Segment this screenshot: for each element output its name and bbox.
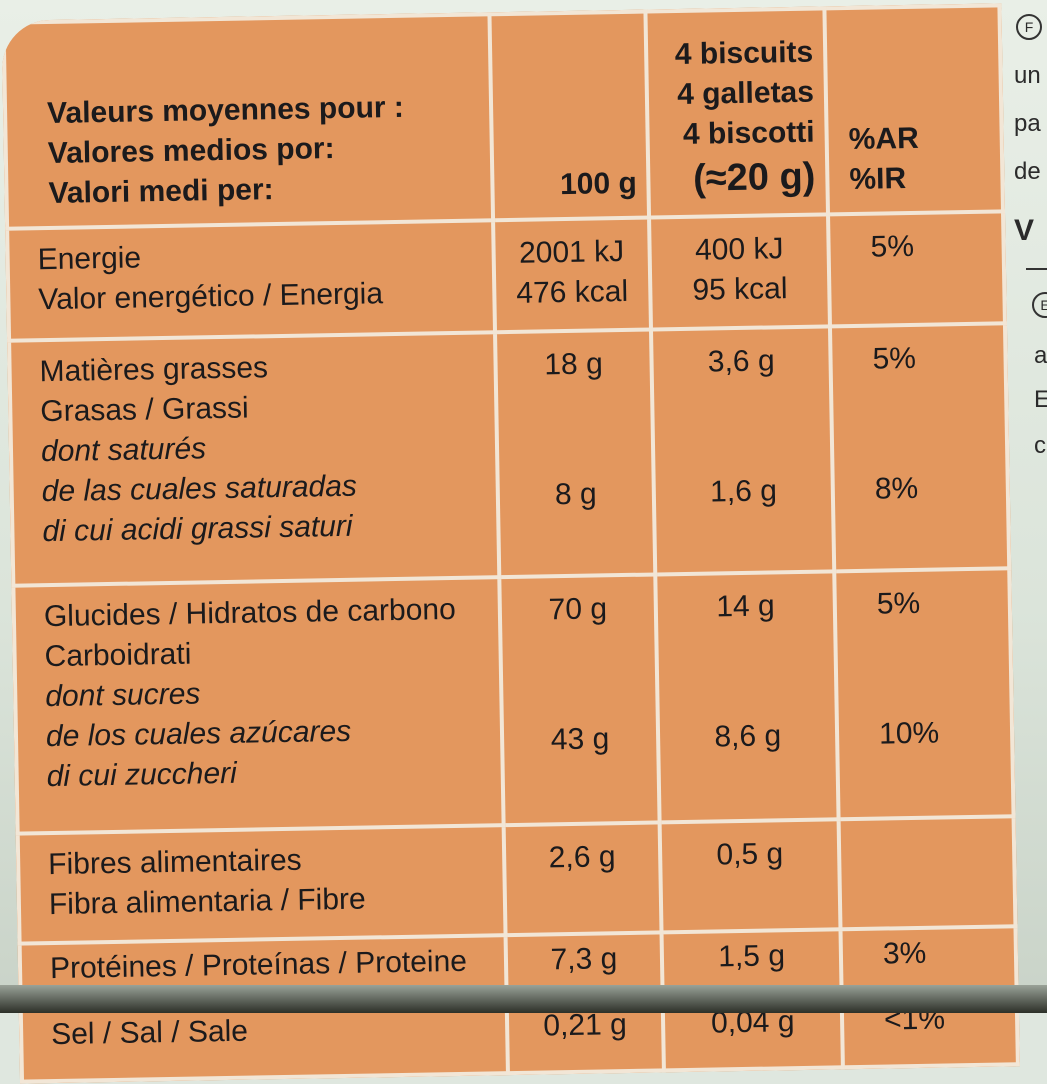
spacer xyxy=(654,380,830,473)
carb-per100-value: 70 g xyxy=(548,592,608,627)
nutrition-table-wrap: Valeurs moyennes pour : Valores medios p… xyxy=(1,3,1020,1084)
saturates-label-line: di cui acidi grassi saturi xyxy=(42,509,353,549)
side-divider xyxy=(1026,268,1047,270)
sugars-portion-value: 8,6 g xyxy=(714,719,782,754)
fibre-per100-value: 2,6 g xyxy=(548,840,616,875)
side-text-line: a xyxy=(1034,342,1047,369)
carb-ar: 5% 10% xyxy=(834,568,1014,820)
sugars-label-line: di cui zuccheri xyxy=(46,756,238,794)
table-row: Fibres alimentaires Fibra alimentaria / … xyxy=(17,816,1016,944)
side-text-line: un xyxy=(1014,62,1041,89)
spacer xyxy=(873,377,1006,469)
lang-e-icon: E xyxy=(1032,292,1047,318)
table-row: Glucides / Hidratos de carbono Carboidra… xyxy=(13,568,1014,834)
fat-portion-value: 3,6 g xyxy=(707,344,775,379)
fibre-portion: 0,5 g xyxy=(659,819,841,933)
table-row: Matières grasses Grasas / Grassi dont sa… xyxy=(9,323,1010,586)
lang-f-icon: F xyxy=(1016,14,1042,40)
carb-label-line: Glucides / Hidratos de carbono xyxy=(43,592,457,634)
carb-ar-value: 5% xyxy=(876,586,921,621)
energy-ar: 5% xyxy=(828,211,1005,327)
fat-label: Matières grasses Grasas / Grassi dont sa… xyxy=(9,332,499,586)
fibre-ar xyxy=(838,816,1016,930)
fibre-portion-value: 0,5 g xyxy=(716,837,784,872)
carb-per100: 70 g 43 g xyxy=(498,574,660,826)
side-text-line: de xyxy=(1014,158,1041,185)
table-header-row: Valeurs moyennes pour : Valores medios p… xyxy=(3,5,1003,229)
nutrition-table: Valeurs moyennes pour : Valores medios p… xyxy=(1,3,1020,1084)
spacer xyxy=(502,628,656,721)
carb-label: Glucides / Hidratos de carbono Carboidra… xyxy=(13,577,504,834)
saturates-per100-value: 8 g xyxy=(554,477,597,512)
fibre-label-line: Fibra alimentaria / Fibre xyxy=(48,882,366,922)
energy-per100-kcal: 476 kcal xyxy=(516,274,629,310)
header-portion-cell: 4 biscuits 4 galletas 4 biscotti (≈20 g) xyxy=(645,8,829,218)
header-ar-cell: %AR %IR xyxy=(824,5,1003,215)
side-text-line: E xyxy=(1034,386,1047,413)
fat-ar: 5% 8% xyxy=(829,323,1010,572)
fat-per100: 18 g 8 g xyxy=(494,329,656,578)
header-label-cell: Valeurs moyennes pour : Valores medios p… xyxy=(3,14,493,229)
side-text-column: F un pa de V E a E c xyxy=(1012,0,1047,985)
energy-per100: 2001 kJ 476 kcal xyxy=(492,217,652,333)
sugars-ar-value: 10% xyxy=(878,716,940,751)
side-text-line: V xyxy=(1014,214,1035,247)
spacer xyxy=(659,625,835,718)
spacer xyxy=(498,384,652,477)
protein-ar: 3% xyxy=(840,926,1017,992)
table-row: Energie Valor energético / Energia 2001 … xyxy=(7,211,1005,341)
fat-ar-value: 5% xyxy=(872,341,917,376)
spacer xyxy=(877,622,1010,714)
fat-per100-value: 18 g xyxy=(544,347,603,382)
energy-label: Energie Valor energético / Energia xyxy=(7,220,495,341)
energy-portion: 400 kJ 95 kcal xyxy=(649,214,830,330)
side-text-line: c xyxy=(1034,432,1046,459)
header-ir: %IR xyxy=(849,162,907,197)
energy-ar-value: 5% xyxy=(870,229,915,264)
header-portion-it: 4 biscotti xyxy=(682,115,815,151)
header-ar: %AR xyxy=(848,121,920,157)
carb-portion-value: 14 g xyxy=(716,589,775,624)
carb-portion: 14 g 8,6 g xyxy=(655,571,839,823)
saturates-ar-value: 8% xyxy=(874,471,919,506)
header-portion-es: 4 galletas xyxy=(676,75,815,112)
header-portion-fr: 4 biscuits xyxy=(674,35,814,72)
sugars-per100-value: 43 g xyxy=(550,722,610,757)
bottom-shadow xyxy=(0,985,1047,1013)
saturates-portion-value: 1,6 g xyxy=(709,474,778,509)
header-portion-weight: (≈20 g) xyxy=(692,155,816,200)
fibre-ar-value xyxy=(881,830,1012,832)
energy-portion-kcal: 95 kcal xyxy=(692,272,788,307)
energy-portion-kj: 400 kJ xyxy=(694,232,784,267)
energy-label-line: Valor energético / Energia xyxy=(38,277,384,317)
fibre-per100: 2,6 g xyxy=(503,822,662,936)
side-text-line: pa xyxy=(1014,110,1041,137)
header-100g: 100 g xyxy=(489,11,650,221)
fat-portion: 3,6 g 1,6 g xyxy=(651,326,835,575)
fibre-label: Fibres alimentaires Fibra alimentaria / … xyxy=(17,825,506,944)
header-label-it: Valori medi per: xyxy=(48,173,274,211)
energy-per100-kj: 2001 kJ xyxy=(518,234,625,270)
